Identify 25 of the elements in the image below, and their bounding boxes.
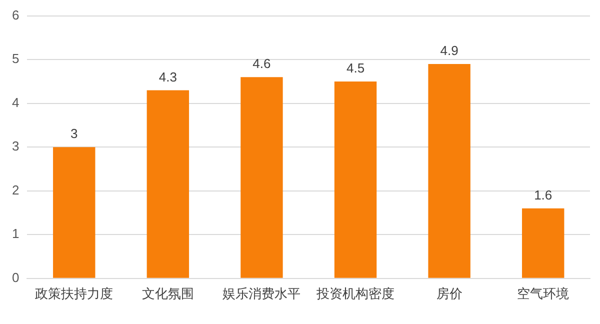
x-tick-label: 空气环境 [517,286,570,301]
y-tick-label: 6 [12,7,20,22]
data-label: 4.6 [252,56,271,72]
data-label: 4.9 [440,43,458,58]
bar [428,64,470,278]
bar [146,90,190,278]
bar [522,208,564,278]
x-tick-label: 娱乐消费水平 [222,286,301,301]
bar [53,147,96,278]
y-tick-label: 5 [12,51,20,66]
x-tick-label: 政策扶持力度 [35,286,114,301]
bar [334,81,377,278]
data-label: 4.5 [346,60,365,76]
x-tick-label: 房价 [436,286,462,301]
bar [240,77,283,278]
data-label: 4.3 [158,69,177,84]
data-label: 3 [70,126,78,142]
y-tick-label: 0 [12,270,20,285]
y-tick-label: 4 [12,94,20,110]
y-tick-label: 3 [12,138,20,154]
y-tick-label: 1 [12,226,20,242]
data-label: 1.6 [534,187,552,202]
x-tick-label: 文化氛围 [142,286,194,301]
y-tick-label: 2 [12,182,20,198]
x-tick-label: 投资机构密度 [316,286,395,301]
